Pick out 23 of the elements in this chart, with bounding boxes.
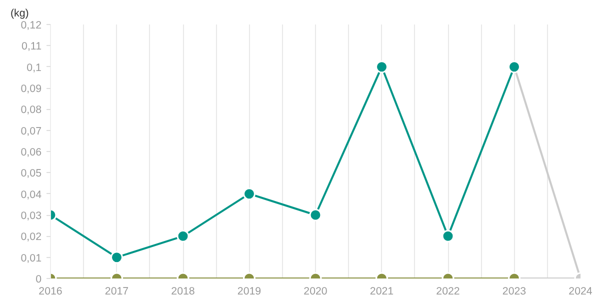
y-tick-label: 0,06 (20, 146, 42, 158)
x-tick-label: 2022 (436, 286, 460, 298)
x-tick-label: 2018 (171, 286, 195, 298)
x-tick-label: 2017 (104, 286, 129, 298)
x-tick-label: 2023 (502, 286, 526, 298)
y-tick-label: 0,01 (20, 252, 42, 264)
y-tick-label: 0,07 (20, 125, 42, 138)
y-tick-label: 0,11 (22, 40, 42, 53)
y-tick-label: 0,05 (20, 168, 42, 180)
y-tick-label: 0,03 (20, 210, 42, 222)
y-tick-label: 0,09 (20, 83, 42, 95)
y-axis-title: (kg) (10, 8, 29, 20)
y-tick-label: 0,02 (20, 231, 42, 244)
y-tick-label: 0,08 (20, 104, 42, 116)
x-tick-label: 2020 (304, 286, 328, 298)
y-tick-label: 0,12 (20, 20, 42, 32)
x-tick-label: 2019 (237, 286, 262, 298)
x-tick-label: 2024 (568, 286, 592, 298)
y-tick-label: 0,1 (26, 62, 42, 74)
y-tick-label: 0 (36, 274, 42, 286)
x-tick-label: 2021 (370, 286, 394, 298)
x-tick-label: 2016 (38, 286, 62, 298)
y-tick-label: 0,04 (20, 188, 42, 201)
